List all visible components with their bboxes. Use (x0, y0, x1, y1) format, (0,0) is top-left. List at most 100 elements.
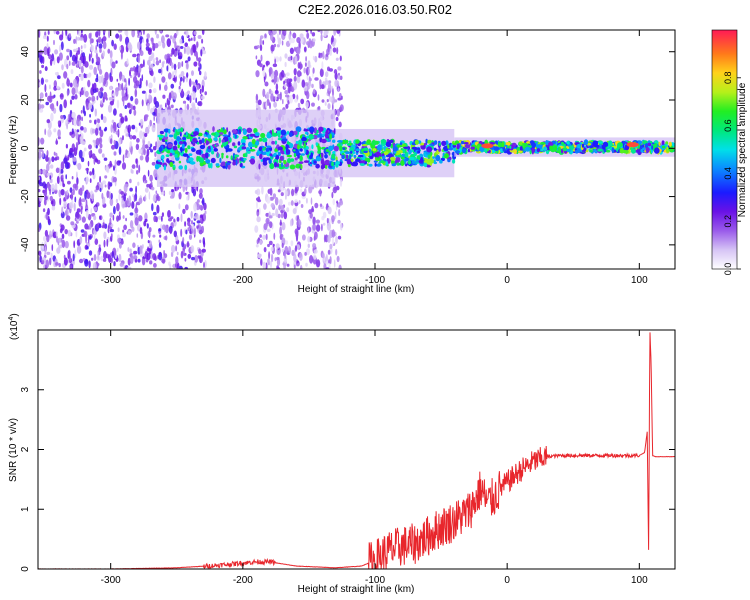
noise-mark (280, 209, 284, 213)
noise-mark (69, 264, 73, 269)
band-mark (342, 147, 346, 150)
noise-mark (145, 79, 148, 87)
noise-mark (278, 30, 281, 36)
noise-mark (191, 256, 195, 261)
band-mark (212, 126, 215, 132)
noise-mark (328, 263, 331, 269)
band-mark (258, 146, 262, 152)
noise-mark (259, 234, 262, 238)
noise-mark (257, 199, 262, 203)
band-mark (262, 137, 268, 143)
noise-mark (255, 244, 259, 248)
noise-mark (160, 30, 162, 33)
band-mark (381, 146, 384, 149)
noise-mark (337, 219, 341, 224)
noise-mark (122, 203, 126, 208)
band-mark (385, 148, 389, 152)
band-mark (452, 159, 456, 164)
noise-mark (111, 39, 114, 47)
noise-mark (295, 55, 298, 65)
noise-mark (109, 212, 113, 218)
y-tick-label: 1 (20, 506, 31, 512)
noise-mark (121, 82, 124, 91)
band-mark (368, 163, 373, 167)
noise-mark (125, 88, 128, 97)
noise-mark (103, 251, 107, 260)
noise-mark (200, 49, 203, 57)
noise-mark (180, 77, 183, 82)
noise-mark (137, 181, 140, 186)
noise-mark (169, 228, 172, 235)
band-mark (292, 149, 296, 152)
noise-mark (102, 180, 106, 185)
band-mark (331, 153, 336, 159)
noise-mark (45, 101, 49, 106)
noise-mark (255, 70, 260, 78)
noise-mark (166, 38, 171, 48)
noise-mark (88, 223, 92, 230)
noise-mark (339, 178, 343, 187)
noise-mark (264, 81, 269, 87)
band-mark (255, 140, 260, 146)
band-mark (350, 150, 353, 154)
band-mark (163, 135, 169, 140)
band-mark (547, 146, 550, 151)
noise-mark (190, 47, 194, 56)
noise-mark (55, 138, 58, 145)
band-mark (569, 145, 574, 150)
noise-mark (146, 33, 150, 39)
noise-mark (324, 101, 327, 106)
noise-mark (55, 262, 59, 266)
band-mark (324, 154, 328, 159)
noise-mark (133, 255, 138, 260)
noise-mark (169, 195, 175, 199)
noise-mark (105, 165, 110, 172)
band-mark (333, 145, 339, 152)
noise-mark (265, 217, 270, 225)
noise-mark (173, 218, 176, 223)
noise-mark (109, 86, 112, 91)
noise-mark (102, 30, 106, 33)
band-mark (448, 147, 454, 151)
noise-mark (136, 80, 140, 86)
noise-mark (159, 104, 163, 108)
band-mark (438, 147, 441, 152)
noise-mark (47, 30, 50, 35)
noise-mark (284, 90, 289, 95)
band-mark (366, 139, 372, 144)
noise-mark (292, 93, 296, 100)
noise-mark (98, 148, 103, 154)
noise-mark (313, 249, 318, 254)
noise-mark (262, 234, 267, 240)
noise-mark (69, 113, 71, 123)
noise-mark (115, 198, 118, 203)
noise-mark (76, 50, 80, 55)
noise-mark (305, 30, 309, 33)
noise-mark (159, 83, 161, 91)
noise-mark (255, 99, 259, 104)
noise-mark (152, 57, 155, 66)
noise-mark (93, 156, 96, 165)
noise-mark (339, 104, 344, 112)
band-mark (295, 126, 302, 133)
noise-mark (262, 40, 265, 45)
noise-mark (111, 250, 115, 259)
band-mark (269, 163, 275, 170)
noise-mark (287, 201, 291, 206)
noise-mark (170, 251, 174, 257)
band-mark (210, 157, 216, 164)
noise-mark (323, 263, 327, 269)
noise-mark (119, 74, 122, 81)
noise-mark (150, 63, 154, 69)
band-mark (159, 130, 164, 135)
noise-mark (133, 85, 137, 89)
band-mark (361, 144, 368, 147)
noise-mark (293, 253, 297, 263)
noise-mark (38, 188, 41, 193)
noise-mark (279, 56, 282, 62)
noise-mark (42, 35, 47, 40)
noise-mark (145, 179, 148, 184)
noise-mark (176, 262, 180, 269)
noise-mark (172, 92, 177, 100)
band-mark (286, 130, 290, 135)
